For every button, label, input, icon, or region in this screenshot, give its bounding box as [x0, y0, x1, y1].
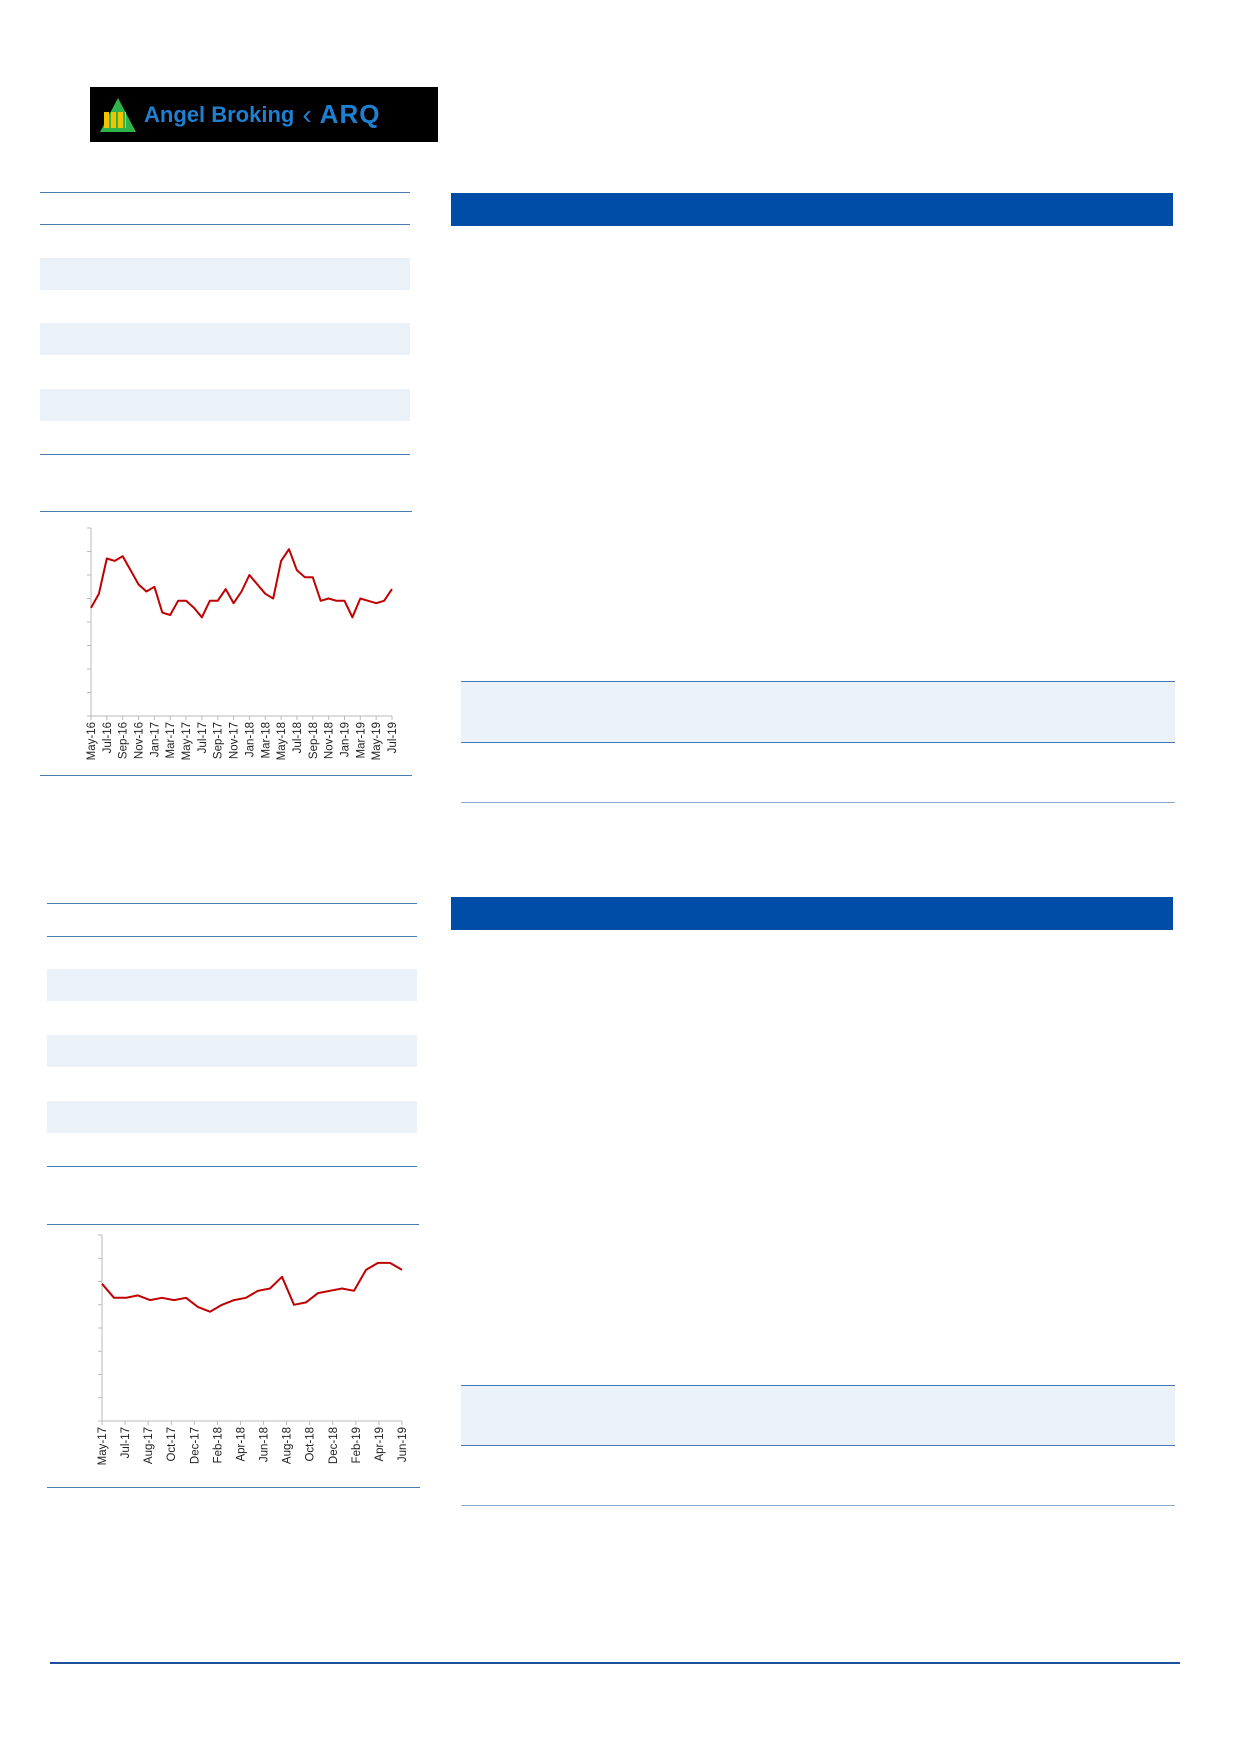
x-tick-label: Dec-18: [328, 1427, 340, 1464]
x-tick-label: Dec-17: [189, 1427, 201, 1464]
x-tick-label: Jun-19: [397, 1427, 409, 1462]
table-row: [40, 323, 410, 355]
x-tick-label: Mar-17: [165, 722, 177, 758]
x-tick-label: Feb-19: [351, 1427, 363, 1463]
x-tick-label: Aug-17: [143, 1427, 155, 1464]
footer-rule: [50, 1662, 1180, 1664]
x-tick-label: May-16: [86, 722, 98, 760]
table-row: [47, 969, 417, 1001]
logo-separator: ‹: [302, 98, 312, 130]
price-chart-2: May-17 Jul-17 Aug-17 Oct-17 Dec-17 Feb-18 Apr-…: [97, 1234, 409, 1465]
table-header-row: [461, 682, 1175, 742]
angel-broking-logo: Angel Broking ‹ ARQ: [90, 87, 438, 142]
table-row: [40, 389, 410, 421]
x-tick-label: Aug-18: [282, 1427, 294, 1464]
x-tick-label: Jul-17: [120, 1427, 132, 1458]
logo-arq-text: ARQ: [319, 99, 381, 129]
logo-pyramid-icon: [100, 97, 136, 132]
x-tick-label: Nov-17: [229, 722, 241, 759]
price-line: [90, 548, 393, 619]
x-tick-label: Sep-18: [308, 722, 320, 759]
x-tick-label: Jul-18: [292, 722, 304, 753]
x-tick-label: Nov-16: [134, 722, 146, 759]
table-row: [47, 1035, 417, 1067]
x-tick-label: Jun-18: [259, 1427, 271, 1462]
x-tick-label: Jan-19: [339, 722, 351, 757]
x-tick-label: May-19: [371, 722, 383, 760]
x-tick-label: Jul-16: [102, 722, 114, 753]
x-tick-label: Mar-19: [355, 722, 367, 758]
x-tick-label: May-18: [276, 722, 288, 760]
x-tick-label: Sep-17: [213, 722, 225, 759]
table-header-row: [461, 1386, 1175, 1445]
x-tick-label: Jan-18: [244, 722, 256, 757]
price-line: [101, 1261, 403, 1313]
section-header-bar-2: [451, 897, 1173, 930]
table-row: [40, 258, 410, 290]
x-tick-label: Jul-17: [197, 722, 209, 753]
x-tick-label: Oct-18: [305, 1427, 317, 1462]
section-header-bar-1: [451, 193, 1173, 226]
x-tick-label: Jul-19: [387, 722, 399, 753]
table-row: [47, 1101, 417, 1133]
x-tick-label: Mar-18: [260, 722, 272, 758]
x-tick-label: Sep-16: [118, 722, 130, 759]
x-tick-label: Feb-18: [212, 1427, 224, 1463]
x-tick-label: Nov-18: [324, 722, 336, 759]
price-chart-1: May-16 Jul-16 Sep-16 Nov-16 Jan-17 Mar-17 May-…: [86, 527, 399, 760]
x-tick-label: May-17: [181, 722, 193, 760]
logo-brand-text: Angel Broking: [144, 101, 295, 127]
x-tick-label: Apr-18: [235, 1427, 247, 1462]
x-tick-label: May-17: [97, 1427, 109, 1465]
x-tick-label: Jan-17: [149, 722, 161, 757]
x-tick-label: Apr-19: [374, 1427, 386, 1462]
x-tick-label: Oct-17: [166, 1427, 178, 1462]
